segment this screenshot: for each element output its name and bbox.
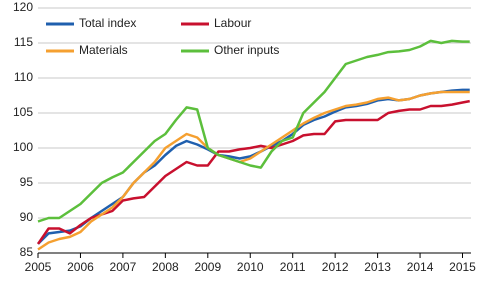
y-tick-label: 85 — [20, 245, 34, 259]
series-line — [36, 99, 470, 245]
series-line — [37, 90, 470, 251]
y-tick-label: 105 — [13, 105, 33, 119]
legend-label: Other inputs — [214, 43, 279, 57]
legend-label: Labour — [214, 16, 251, 30]
y-tick-label: 110 — [14, 70, 33, 84]
y-tick-label: 100 — [13, 140, 33, 154]
x-tick-label: 2008 — [152, 260, 179, 274]
y-tick-label: 90 — [20, 210, 34, 224]
x-tick-label: 2014 — [407, 260, 434, 274]
x-tick-label: 2011 — [280, 260, 306, 274]
x-tick-label: 2005 — [25, 260, 52, 274]
x-tick-label: 2006 — [67, 260, 94, 274]
series-line — [37, 39, 470, 223]
y-tick-label: 95 — [20, 175, 34, 189]
y-tick-label: 115 — [14, 35, 33, 49]
x-tick-label: 2007 — [110, 260, 137, 274]
legend-label: Materials — [79, 43, 128, 57]
x-tick-label: 2010 — [237, 260, 264, 274]
x-tick-label: 2015 — [449, 260, 476, 274]
x-tick-label: 2012 — [322, 260, 349, 274]
x-tick-label: 2009 — [194, 260, 221, 274]
legend-label: Total index — [79, 16, 136, 30]
x-tick-label: 2013 — [364, 260, 391, 274]
y-tick-label: 120 — [13, 0, 33, 14]
